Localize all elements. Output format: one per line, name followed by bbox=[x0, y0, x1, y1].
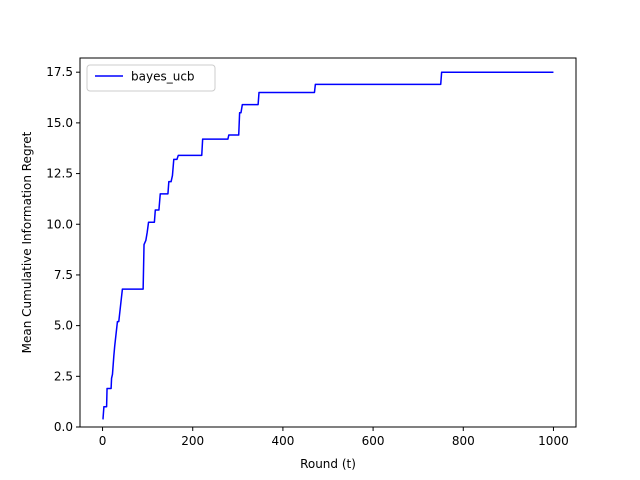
x-tick-label: 400 bbox=[271, 434, 294, 448]
x-axis-label: Round (t) bbox=[300, 457, 356, 471]
y-axis: 0.0 2.5 5.0 7.5 10.0 12.5 15.0 17.5 bbox=[46, 65, 80, 434]
y-tick-label: 12.5 bbox=[46, 167, 73, 181]
y-tick-label: 7.5 bbox=[54, 268, 73, 282]
x-tick-label: 200 bbox=[181, 434, 204, 448]
x-tick-label: 0 bbox=[99, 434, 107, 448]
plot-layer bbox=[102, 71, 554, 420]
plot-frame bbox=[79, 57, 577, 428]
y-tick-label: 17.5 bbox=[46, 65, 73, 79]
series-line-bayes_ucb bbox=[102, 71, 554, 420]
y-tick-label: 2.5 bbox=[54, 369, 73, 383]
y-axis-label: Mean Cumulative Information Regret bbox=[20, 131, 34, 353]
y-tick-label: 15.0 bbox=[46, 116, 73, 130]
legend-box bbox=[86, 64, 216, 92]
legend: bayes_ucb bbox=[86, 64, 216, 92]
x-axis: 0 200 400 600 800 1000 bbox=[99, 427, 569, 448]
x-tick-label: 800 bbox=[452, 434, 475, 448]
legend-label: bayes_ucb bbox=[131, 70, 195, 84]
x-tick-label: 1000 bbox=[538, 434, 569, 448]
x-tick-label: 600 bbox=[362, 434, 385, 448]
y-tick-label: 10.0 bbox=[46, 217, 73, 231]
y-tick-label: 0.0 bbox=[54, 420, 73, 434]
y-tick-label: 5.0 bbox=[54, 319, 73, 333]
